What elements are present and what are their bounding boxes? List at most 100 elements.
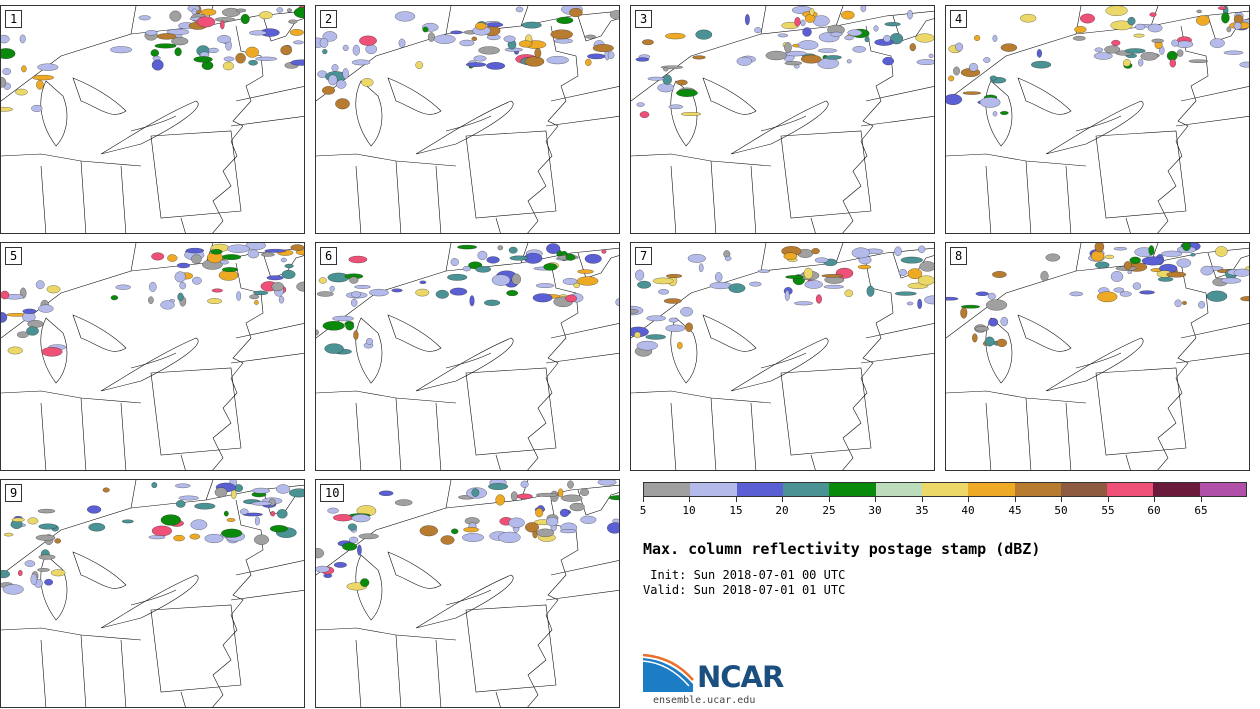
colorbar-swatch (1107, 483, 1154, 496)
map-boundary (355, 639, 362, 707)
reflectivity-cell (419, 525, 438, 537)
colorbar-swatch (968, 483, 1015, 496)
reflectivity-cell (974, 35, 981, 41)
reflectivity-cell (207, 298, 223, 304)
reflectivity-cell (508, 517, 525, 528)
reflectivity-cell (349, 536, 359, 544)
reflectivity-cell (102, 487, 110, 493)
member-label: 2 (320, 10, 338, 28)
reflectivity-cell (240, 13, 250, 25)
reflectivity-cell (37, 63, 59, 71)
map-boundary (40, 80, 68, 147)
reflectivity-cell (1132, 282, 1142, 290)
reflectivity-cell (148, 296, 154, 304)
reflectivity-cell (1239, 61, 1249, 68)
map-boundary (1095, 130, 1187, 219)
reflectivity-cell (777, 33, 789, 38)
reflectivity-cell (587, 53, 606, 60)
reflectivity-cell (394, 11, 416, 22)
reflectivity-cell (1094, 243, 1105, 253)
map-boundary (445, 243, 452, 272)
reflectivity-cell (258, 11, 273, 20)
reflectivity-cell (1157, 276, 1174, 282)
reflectivity-cell (637, 280, 652, 289)
map-boundary (710, 397, 717, 470)
reflectivity-cell (1124, 48, 1146, 54)
reflectivity-cell (536, 528, 555, 537)
reflectivity-cell (1151, 38, 1164, 43)
reflectivity-cell (680, 112, 702, 116)
map-boundary (445, 352, 492, 369)
map-boundary (1045, 337, 1144, 392)
reflectivity-cell (196, 16, 216, 28)
map-boundary (180, 691, 186, 707)
reflectivity-cell (16, 331, 29, 338)
valid-time: Valid: Sun 2018-07-01 01 UTC (643, 583, 846, 597)
reflectivity-cell (138, 15, 151, 21)
map-boundary (150, 130, 242, 219)
reflectivity-cell (221, 267, 239, 272)
map-boundary (445, 480, 452, 509)
reflectivity-cell (1134, 23, 1146, 30)
map-boundary (842, 25, 894, 233)
reflectivity-cell (569, 502, 585, 512)
map-boundary (130, 6, 137, 35)
reflectivity-cell (804, 280, 823, 289)
map-boundary (150, 604, 242, 693)
reflectivity-cell (698, 263, 704, 273)
reflectivity-cell (433, 34, 456, 44)
reflectivity-cell (295, 249, 304, 256)
reflectivity-cell (817, 48, 838, 53)
reflectivity-cell (290, 59, 304, 66)
map-boundary (760, 352, 807, 369)
reflectivity-cell (1166, 271, 1187, 278)
reflectivity-cell (32, 74, 54, 81)
reflectivity-cell (471, 36, 478, 41)
reflectivity-cell (342, 542, 358, 551)
map-boundary (355, 317, 383, 384)
reflectivity-cell (639, 111, 650, 118)
stamp-panel-1: 1 (0, 5, 305, 234)
map-boundary (465, 367, 557, 456)
reflectivity-map (316, 480, 619, 707)
reflectivity-cell (577, 269, 594, 274)
reflectivity-cell (815, 294, 822, 304)
reflectivity-cell (324, 343, 344, 354)
reflectivity-cell (663, 67, 669, 72)
reflectivity-cell (607, 522, 619, 534)
stamp-panel-8: 8 (945, 242, 1250, 471)
init-time: Init: Sun 2018-07-01 00 UTC (643, 568, 846, 582)
reflectivity-cell (365, 44, 377, 55)
map-boundary (205, 480, 214, 501)
map-boundary (100, 337, 199, 392)
reflectivity-cell (269, 525, 288, 533)
reflectivity-cell (557, 488, 564, 498)
map-boundary (1, 627, 142, 641)
reflectivity-map (316, 243, 619, 470)
map-boundary (40, 165, 47, 233)
reflectivity-cell (348, 255, 368, 264)
map-boundary (946, 390, 1087, 404)
reflectivity-cell (319, 37, 329, 48)
reflectivity-cell (220, 20, 225, 30)
reflectivity-cell (550, 29, 573, 40)
reflectivity-cell (509, 255, 529, 261)
reflectivity-cell (3, 532, 14, 537)
reflectivity-cell (354, 285, 371, 289)
reflectivity-cell (194, 502, 216, 510)
reflectivity-cell (864, 36, 870, 43)
reflectivity-cell (459, 39, 475, 47)
map-boundary (1180, 323, 1249, 339)
reflectivity-cell (286, 8, 292, 13)
reflectivity-cell (252, 487, 270, 494)
map-boundary (946, 153, 1087, 167)
reflectivity-cell (18, 569, 23, 577)
reflectivity-cell (488, 483, 509, 490)
reflectivity-cell (204, 533, 224, 544)
colorbar-swatch (1153, 483, 1200, 496)
colorbar-tick-label: 30 (868, 504, 882, 517)
reflectivity-cell (349, 276, 359, 284)
reflectivity-cell (318, 277, 327, 284)
map-boundary (445, 589, 492, 606)
reflectivity-cell (50, 569, 66, 577)
